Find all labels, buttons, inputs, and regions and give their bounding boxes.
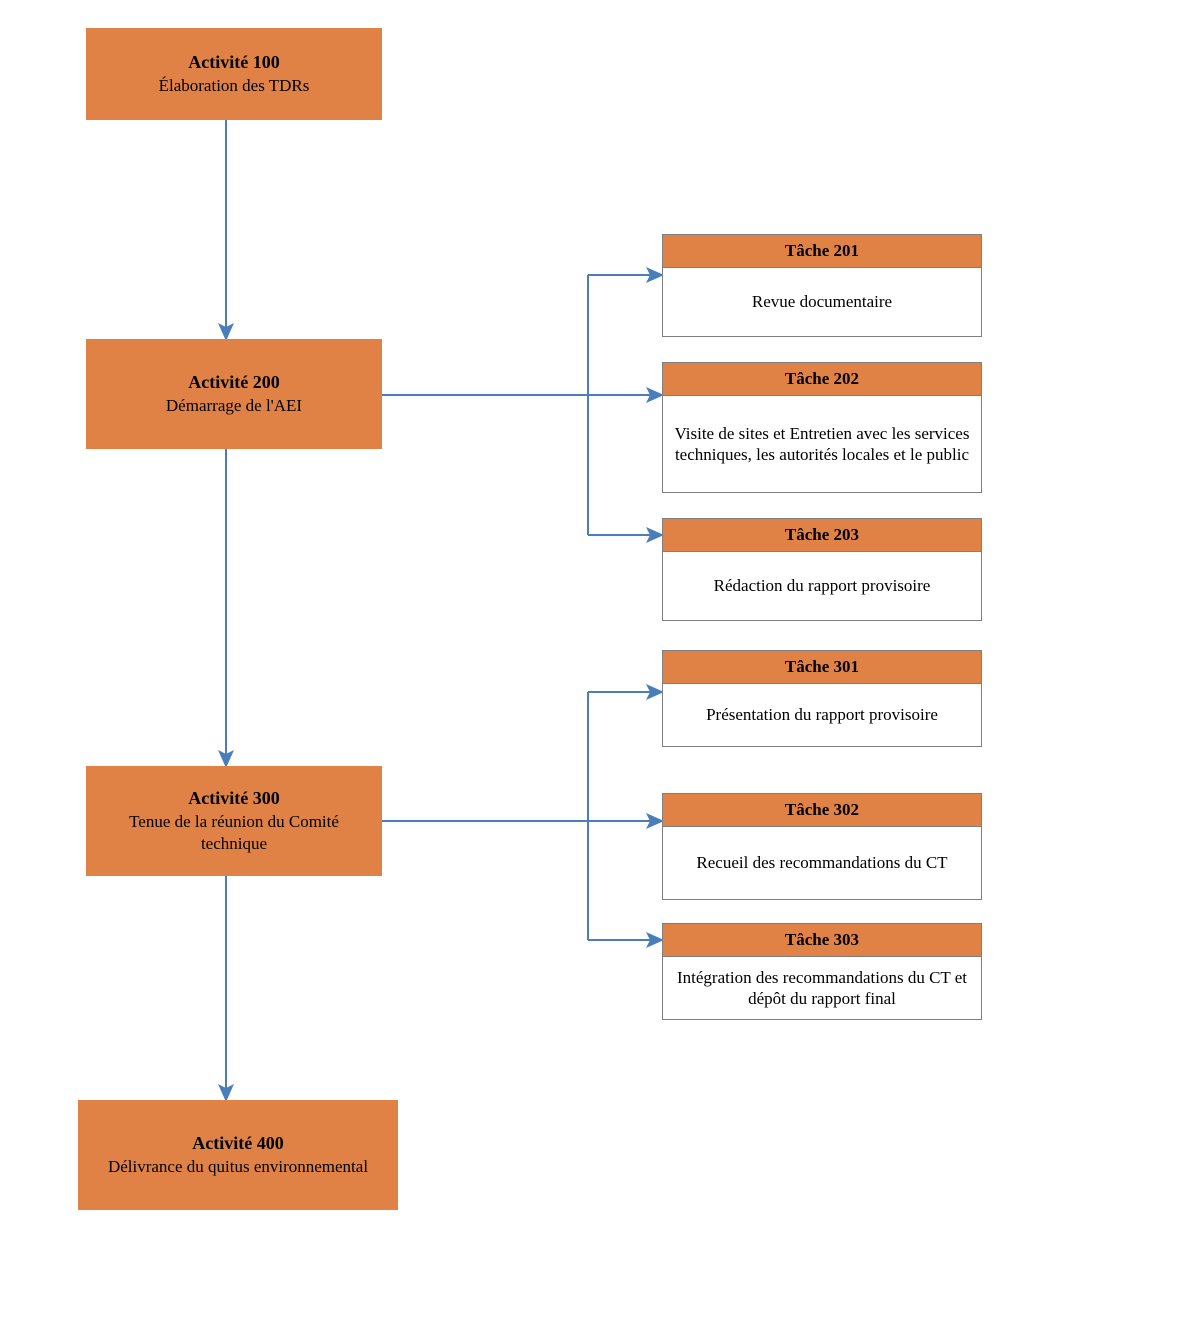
task-t301: Tâche 301Présentation du rapport proviso…: [662, 650, 982, 747]
task-body: Intégration des recommandations du CT et…: [663, 957, 981, 1019]
activity-title: Activité 100: [188, 52, 279, 73]
task-body: Revue documentaire: [663, 268, 981, 336]
task-body: Rédaction du rapport provisoire: [663, 552, 981, 620]
activity-a100: Activité 100Élaboration des TDRs: [86, 28, 382, 120]
task-header: Tâche 302: [663, 794, 981, 827]
task-header: Tâche 203: [663, 519, 981, 552]
task-body: Présentation du rapport provisoire: [663, 684, 981, 746]
task-t203: Tâche 203Rédaction du rapport provisoire: [662, 518, 982, 621]
activity-title: Activité 200: [188, 372, 279, 393]
task-header: Tâche 303: [663, 924, 981, 957]
task-t302: Tâche 302Recueil des recommandations du …: [662, 793, 982, 900]
activity-a400: Activité 400Délivrance du quitus environ…: [78, 1100, 398, 1210]
task-header: Tâche 201: [663, 235, 981, 268]
activity-subtitle: Démarrage de l'AEI: [166, 395, 302, 416]
task-t202: Tâche 202Visite de sites et Entretien av…: [662, 362, 982, 493]
task-header: Tâche 301: [663, 651, 981, 684]
task-header: Tâche 202: [663, 363, 981, 396]
activity-title: Activité 300: [188, 788, 279, 809]
activity-a300: Activité 300Tenue de la réunion du Comit…: [86, 766, 382, 876]
task-t303: Tâche 303Intégration des recommandations…: [662, 923, 982, 1020]
activity-title: Activité 400: [192, 1133, 283, 1154]
activity-a200: Activité 200Démarrage de l'AEI: [86, 339, 382, 449]
task-body: Visite de sites et Entretien avec les se…: [663, 396, 981, 492]
task-body: Recueil des recommandations du CT: [663, 827, 981, 899]
flowchart-canvas: Activité 100Élaboration des TDRsActivité…: [0, 0, 1192, 1342]
activity-subtitle: Tenue de la réunion du Comité technique: [96, 811, 372, 854]
activity-subtitle: Délivrance du quitus environnemental: [108, 1156, 368, 1177]
activity-subtitle: Élaboration des TDRs: [159, 75, 310, 96]
task-t201: Tâche 201Revue documentaire: [662, 234, 982, 337]
